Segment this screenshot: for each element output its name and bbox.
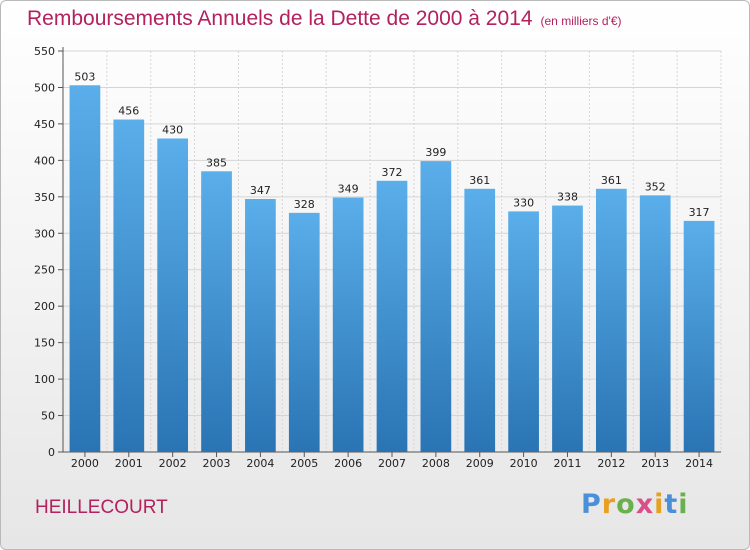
proxiti-logo: Proxiti xyxy=(581,489,689,520)
bar xyxy=(639,195,671,453)
bar xyxy=(420,161,452,453)
chart-subtitle: (en milliers d'€) xyxy=(540,14,622,28)
logo-letter: t xyxy=(664,489,679,520)
x-tick-label: 2008 xyxy=(422,457,450,470)
bar-value-label: 352 xyxy=(645,180,666,193)
chart-title-text: Remboursements Annuels de la Dette de 20… xyxy=(27,7,533,30)
x-tick-label: 2011 xyxy=(553,457,581,470)
bar xyxy=(157,138,189,452)
bar-value-label: 347 xyxy=(250,184,271,197)
bar xyxy=(376,180,408,452)
bars xyxy=(69,85,715,453)
x-tick-label: 2007 xyxy=(378,457,406,470)
bar-value-label: 372 xyxy=(382,166,403,179)
bar xyxy=(552,205,583,452)
bar-value-label: 385 xyxy=(206,156,227,169)
y-tick-label: 550 xyxy=(34,45,55,58)
y-tick-label: 450 xyxy=(34,118,55,131)
x-tick-label: 2005 xyxy=(290,457,318,470)
x-tick-label: 2001 xyxy=(115,457,143,470)
x-tick-label: 2004 xyxy=(246,457,274,470)
bar-value-label: 338 xyxy=(557,191,578,204)
bar xyxy=(245,199,276,452)
bar-value-label: 349 xyxy=(338,183,359,196)
y-tick-label: 50 xyxy=(41,410,55,423)
bar-value-label: 430 xyxy=(162,123,183,136)
y-tick-label: 100 xyxy=(34,373,55,386)
y-tick-label: 200 xyxy=(34,300,55,313)
x-tick-label: 2010 xyxy=(510,457,538,470)
x-tick-label: 2012 xyxy=(597,457,625,470)
logo-letter: i xyxy=(654,489,665,520)
bar xyxy=(683,220,715,452)
x-tick-label: 2013 xyxy=(641,457,669,470)
bar xyxy=(113,119,145,452)
location-label: HEILLECOURT xyxy=(35,497,168,518)
x-tick-label: 2006 xyxy=(334,457,362,470)
bar xyxy=(288,212,320,452)
y-tick-label: 400 xyxy=(34,154,55,167)
bar xyxy=(464,188,496,452)
bar-value-label: 456 xyxy=(118,105,139,118)
bar-value-label: 361 xyxy=(469,174,490,187)
logo-letter: x xyxy=(635,489,655,520)
y-tick-label: 500 xyxy=(34,81,55,94)
logo-letter: r xyxy=(601,489,617,520)
bar xyxy=(332,197,364,452)
bar-value-label: 361 xyxy=(601,174,622,187)
x-tick-label: 2014 xyxy=(685,457,713,470)
bar-value-label: 317 xyxy=(689,206,710,219)
bar xyxy=(69,85,101,452)
x-tick-label: 2002 xyxy=(159,457,187,470)
bar xyxy=(201,171,232,453)
bar-value-label: 328 xyxy=(294,198,315,211)
bar xyxy=(508,211,539,452)
labels: 503 2000 456 2001 430 2002 385 2003 347 2004 328 20… xyxy=(71,70,713,470)
bar xyxy=(595,188,627,452)
x-tick-label: 2003 xyxy=(203,457,231,470)
x-tick-label: 2000 xyxy=(71,457,99,470)
y-tick-label: 0 xyxy=(48,446,55,459)
logo-letter: P xyxy=(581,489,602,520)
bar-value-label: 330 xyxy=(513,196,534,209)
y-tick-label: 150 xyxy=(34,337,55,350)
chart-title: Remboursements Annuels de la Dette de 20… xyxy=(27,7,622,31)
logo-letter: i xyxy=(678,489,689,520)
bar-value-label: 399 xyxy=(425,146,446,159)
y-tick-label: 250 xyxy=(34,264,55,277)
y-tick-label: 300 xyxy=(34,227,55,240)
x-tick-label: 2009 xyxy=(466,457,494,470)
y-tick-label: 350 xyxy=(34,191,55,204)
bar-value-label: 503 xyxy=(74,70,95,83)
logo-letter: o xyxy=(616,489,636,520)
